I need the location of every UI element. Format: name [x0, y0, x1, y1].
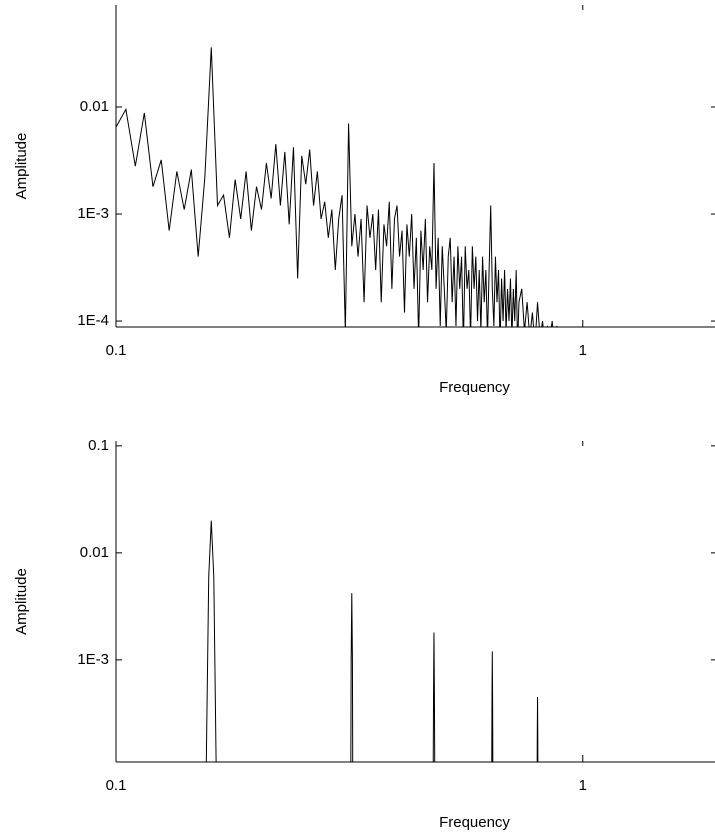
x-axis-label: Frequency: [439, 379, 510, 396]
y-axis-label: Amplitude: [13, 133, 30, 200]
y-tick-label: 0.01: [80, 98, 109, 115]
y-tick-label: 0.1: [88, 437, 109, 454]
y-tick-label: 0.01: [80, 544, 109, 561]
x-axis-label: Frequency: [439, 814, 510, 831]
y-tick-label: 1E-4: [77, 312, 109, 329]
spectrum-line: [205, 520, 539, 762]
y-axis-label: Amplitude: [13, 568, 30, 635]
x-tick-label: 1: [579, 777, 587, 794]
y-tick-label: 1E-3: [77, 205, 109, 222]
x-tick-label: 0.1: [106, 342, 127, 359]
y-tick-label: 1E-3: [77, 651, 109, 668]
x-tick-label: 0.1: [106, 777, 127, 794]
spectrum-line: [116, 47, 558, 327]
x-tick-label: 1: [579, 342, 587, 359]
